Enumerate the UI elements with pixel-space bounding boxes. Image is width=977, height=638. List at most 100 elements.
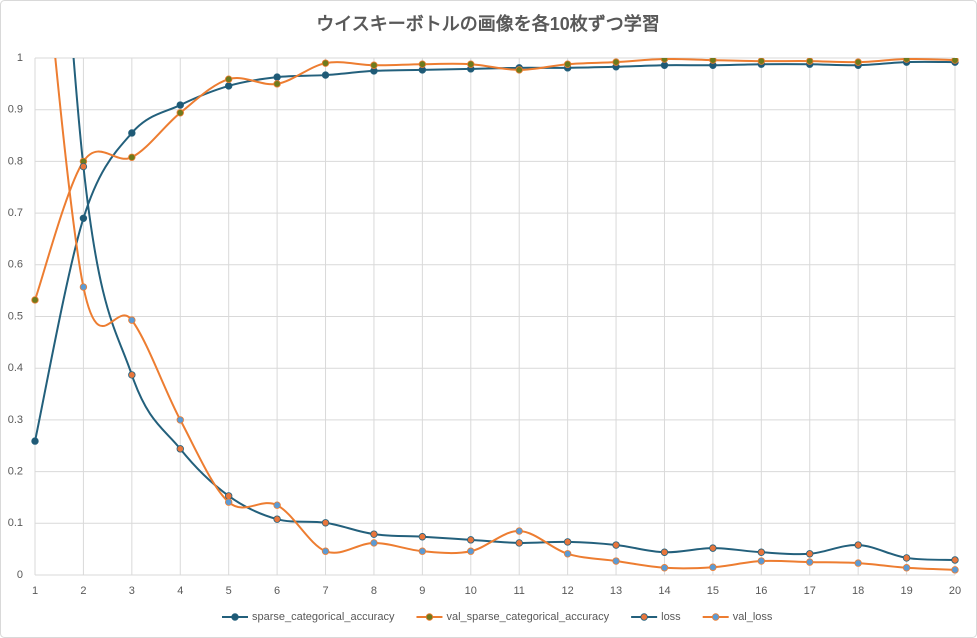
x-tick-label: 2: [80, 585, 86, 597]
data-point: [31, 296, 39, 304]
data-point: [321, 519, 330, 527]
data-point: [128, 129, 136, 137]
x-tick-label: 12: [562, 585, 574, 597]
data-point: [79, 162, 88, 171]
data-point: [321, 59, 330, 67]
data-point: [273, 501, 281, 509]
legend: sparse_categorical_accuracy val_sparse_ca…: [222, 611, 773, 623]
data-point: [370, 530, 378, 538]
y-tick-label: 1: [17, 52, 23, 64]
data-point: [128, 371, 136, 379]
x-tick-label: 7: [322, 585, 328, 597]
data-point: [709, 544, 717, 552]
x-tick-label: 15: [707, 585, 719, 597]
data-point: [806, 550, 814, 558]
data-point: [418, 60, 427, 68]
plot-area: [31, 58, 959, 574]
data-point: [128, 316, 136, 324]
legend-marker: [711, 613, 720, 621]
data-point: [757, 557, 766, 565]
x-tick-label: 1: [32, 585, 38, 597]
data-point: [660, 61, 669, 69]
data-point: [902, 58, 911, 63]
data-point: [951, 58, 959, 64]
grid: [34, 57, 956, 576]
x-tick-label: 5: [226, 585, 232, 597]
x-tick-label: 20: [949, 585, 961, 597]
data-point: [515, 539, 523, 547]
y-tick-label: 0.1: [8, 517, 23, 529]
data-point: [757, 58, 766, 65]
x-tick-label: 13: [610, 585, 622, 597]
data-point: [31, 437, 39, 445]
y-tick-label: 0.8: [8, 155, 23, 167]
data-point: [467, 60, 475, 68]
data-point: [176, 101, 184, 109]
y-tick-label: 0.3: [8, 414, 23, 426]
x-tick-label: 19: [900, 585, 912, 597]
legend-marker: [231, 613, 239, 621]
x-tick-label: 16: [755, 585, 767, 597]
data-point: [757, 548, 766, 556]
data-point: [370, 539, 378, 547]
x-tick-label: 10: [465, 585, 477, 597]
data-point: [660, 564, 669, 572]
legend-label: loss: [661, 611, 681, 623]
data-point: [515, 66, 523, 74]
data-point: [418, 533, 427, 541]
data-point: [854, 559, 862, 567]
data-point: [128, 153, 136, 161]
data-point: [79, 214, 88, 222]
x-tick-label: 14: [658, 585, 670, 597]
data-point: [467, 536, 475, 544]
data-point: [176, 109, 184, 117]
data-point: [273, 80, 281, 88]
y-tick-label: 0.7: [8, 207, 23, 219]
data-point: [321, 547, 330, 555]
data-point: [224, 82, 233, 90]
data-point: [418, 547, 427, 555]
data-point: [224, 498, 233, 506]
data-point: [660, 548, 669, 556]
x-tick-label: 3: [129, 585, 135, 597]
data-point: [224, 492, 233, 500]
y-tick-label: 0: [17, 569, 23, 581]
data-point: [951, 556, 959, 564]
data-point: [612, 541, 620, 549]
data-point: [563, 60, 572, 68]
data-point: [176, 445, 184, 453]
y-tick-label: 0.2: [8, 466, 23, 478]
data-point: [709, 563, 717, 571]
x-tick-label: 11: [513, 585, 524, 597]
data-point: [273, 73, 281, 81]
data-point: [660, 58, 669, 63]
data-point: [563, 538, 572, 546]
data-point: [612, 58, 620, 66]
data-point: [273, 515, 281, 523]
legend-label: val_sparse_categorical_accuracy: [446, 611, 609, 623]
series-line: [54, 58, 956, 571]
data-point: [515, 527, 523, 535]
data-point: [709, 58, 717, 64]
legend-label: val_loss: [733, 611, 773, 623]
data-point: [806, 558, 814, 566]
data-point: [854, 541, 862, 549]
x-tick-label: 4: [177, 585, 183, 597]
y-tick-label: 0.5: [8, 310, 23, 322]
y-tick-label: 0.9: [8, 104, 23, 116]
data-point: [224, 75, 233, 83]
data-point: [467, 547, 475, 555]
data-point: [951, 566, 959, 574]
x-tick-label: 6: [274, 585, 280, 597]
y-tick-label: 0.4: [8, 362, 23, 374]
x-tick-label: 8: [371, 585, 377, 597]
data-point: [370, 61, 378, 69]
data-point: [79, 283, 88, 291]
x-tick-label: 18: [852, 585, 864, 597]
y-tick-label: 0.6: [8, 259, 23, 271]
data-point: [612, 557, 620, 565]
data-point: [321, 71, 330, 79]
x-tick-label: 9: [419, 585, 425, 597]
data-point: [902, 554, 911, 562]
data-point: [902, 564, 911, 572]
